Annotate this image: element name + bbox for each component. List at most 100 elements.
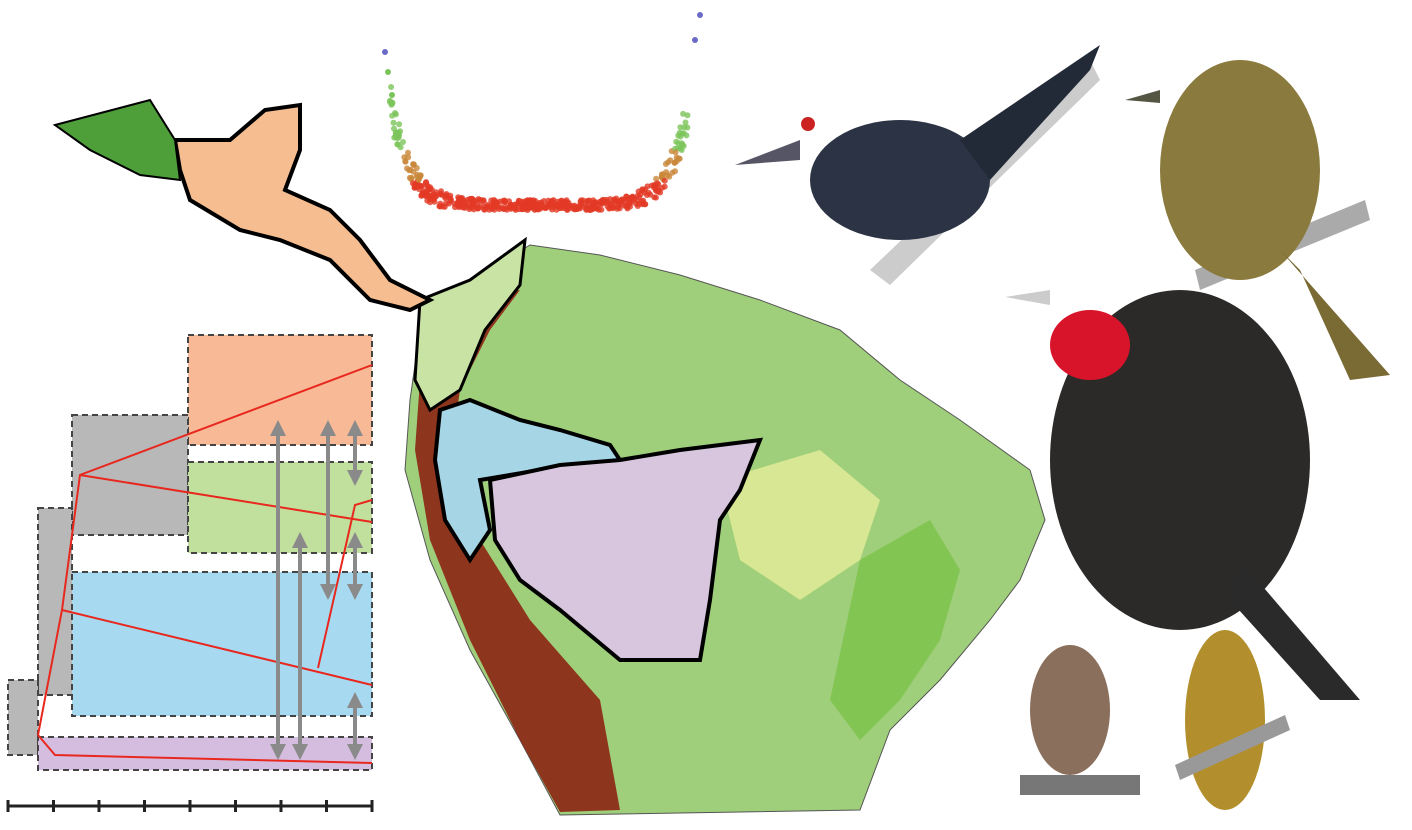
scatter-dot [678,140,685,147]
scatter-dot [623,193,630,200]
scatter-dot [492,198,498,204]
scatter-dot [582,204,588,211]
andes [415,290,620,812]
scatter-dot [496,198,503,205]
scatter-dot [481,206,488,213]
scatter-dot [560,205,566,212]
scatter-dot [671,159,678,166]
scatter-dot [437,190,444,197]
perch [1020,775,1140,795]
scatter-dot [625,202,632,208]
body [1030,645,1110,775]
scatter-dot [405,149,411,156]
scatter-dot [651,182,657,189]
scatter-dot [692,37,698,43]
south-america-map [404,236,1046,816]
body [810,120,990,240]
lineage [37,364,373,736]
scatter-dot [475,204,482,211]
scatter-dot [541,198,547,204]
scatter-dot [673,138,680,145]
scatter-dot [580,197,586,204]
scatter-dot [600,196,606,203]
scale-bar [6,800,374,812]
scatter-dot [437,200,444,207]
scatter-dot [409,180,416,187]
scatter-dot [659,184,666,191]
scatter-dot [501,199,508,206]
scatter-dot [563,199,570,206]
scatter-dot [422,179,429,186]
scatter-dot [532,206,539,212]
scatter-dot [396,121,403,128]
scatter-dot [606,205,613,212]
lowlands [720,450,880,600]
body [1160,60,1320,280]
scatter-dot [669,169,676,176]
eye [801,117,815,131]
scatter-dot [531,199,537,206]
scatter-dot [473,200,480,207]
central-america [172,102,435,313]
beak [735,140,800,165]
scatter-dot [468,197,475,204]
central-america-map [52,98,435,313]
body [1050,290,1310,630]
birds [735,45,1390,810]
scatter-dot [681,124,688,131]
scatter-dot [662,161,669,167]
scatter-dot [388,84,395,90]
lineage [37,734,373,764]
scatter-dot [524,204,531,211]
scatter-dot [643,192,650,198]
scatter-dot [595,206,602,213]
highlands [830,520,960,740]
tail [1230,560,1360,700]
scatter-dot [389,92,395,98]
scatter-dot [575,204,582,211]
beak [1125,90,1160,103]
bird-fruitcrow [1005,290,1360,700]
bird-becard [1125,60,1390,380]
scatter-dot [629,197,636,203]
scatter-dot [461,204,468,211]
scatter-dot [496,206,503,213]
throat [1050,310,1130,380]
scatter-dot [515,197,522,204]
scatter-dot [392,129,399,136]
scatter-dot [456,200,463,206]
scatter-dot [400,139,406,145]
mexico-terrain [52,98,182,182]
scatter-dot [443,192,449,199]
scatter-dot [672,149,679,156]
box-blue [71,571,373,717]
beak [1005,290,1050,305]
scatter-dot [394,135,401,142]
region-green [413,236,527,413]
scatter-dot [390,119,397,126]
scatter-dot [445,200,452,207]
lineages [37,364,373,764]
scatter-dot [419,190,426,196]
scatter-dot [485,201,492,208]
scatter-dot [407,166,414,173]
tail [1280,250,1390,380]
scatter-dot [430,191,437,198]
scatter-dot [677,133,684,140]
area-boxes [7,334,373,771]
scatter-dot [426,195,433,202]
box-purple [37,736,373,771]
box-gray [37,507,73,696]
scatter-dot [491,206,498,213]
scatter-dot [389,100,396,107]
scatter-dot [682,119,689,126]
scatter-dot [468,204,475,211]
box-gray [7,679,39,756]
scatter-dot [461,197,468,204]
scatter-dot [661,177,668,184]
scatter-dot [642,186,649,193]
scatter-dot [545,201,552,208]
scatter-dot [659,171,666,178]
lineage [317,499,373,669]
